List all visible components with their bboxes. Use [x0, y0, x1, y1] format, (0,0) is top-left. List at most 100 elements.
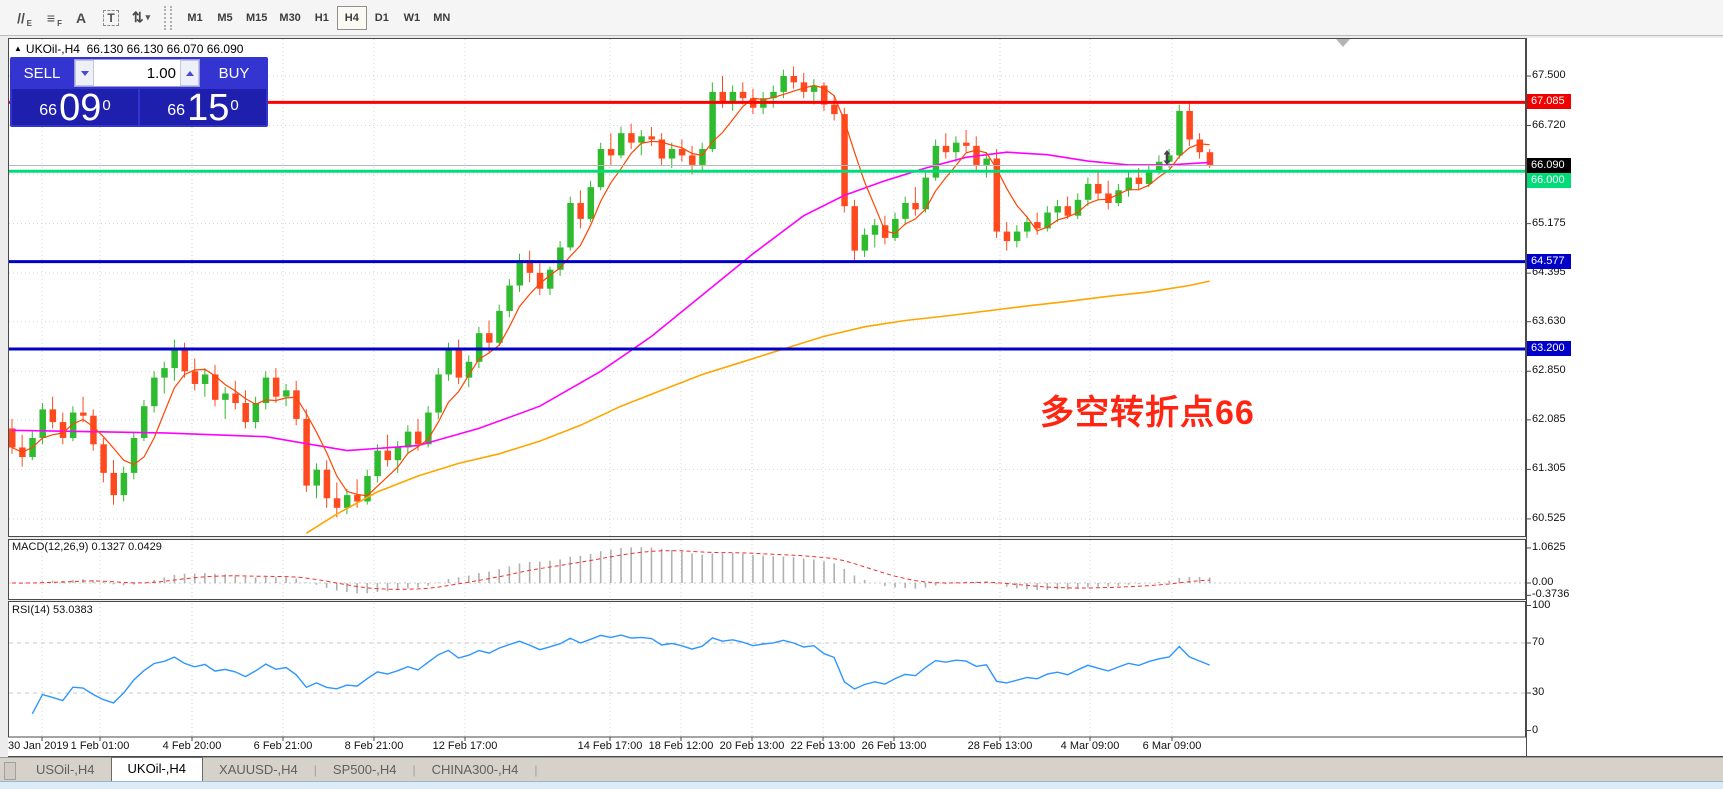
macd-signal-line [11, 550, 1210, 590]
price-chart-canvas[interactable] [0, 36, 1723, 757]
chart-shift-marker[interactable] [1336, 39, 1350, 47]
up-triangle-icon [185, 70, 194, 76]
ohlc-values: 66.130 66.130 66.070 66.090 [86, 42, 244, 56]
macd-axis-label: -0.3736 [1532, 588, 1570, 601]
time-axis-label: 4 Feb 20:00 [162, 740, 222, 752]
price-badge-64.577: 64.577 [1527, 253, 1571, 269]
tab-ukoil-h4[interactable]: UKOil-,H4 [110, 757, 204, 781]
bid-big: 09 [59, 87, 102, 129]
cursor-mode-tool-icon: ⇅ [131, 9, 144, 25]
timeframe-m15[interactable]: M15 [246, 11, 268, 24]
price-axis-label: 62.850 [1532, 364, 1566, 377]
tool-sub-letter: F [57, 18, 62, 28]
time-axis-label: 14 Feb 17:00 [577, 740, 643, 752]
volume-input[interactable] [94, 60, 180, 86]
down-triangle-icon [80, 70, 89, 76]
text-label-tool-icon: T [103, 9, 119, 26]
timeframe-h1[interactable]: H1 [314, 11, 329, 24]
time-axis-label: 1 Feb 01:00 [70, 740, 130, 752]
drawing-tools-group: //E ≡ F A T ⇅ ▾ [6, 5, 156, 31]
ask-pip: 0 [230, 97, 239, 114]
rsi-axis-label: 100 [1532, 598, 1551, 611]
symbol-name: UKOil-,H4 [25, 42, 80, 56]
time-axis-label: 20 Feb 13:00 [719, 740, 785, 752]
ma-slow-orange [305, 280, 1210, 534]
timeframe-m30[interactable]: M30 [279, 11, 301, 24]
price-axis-label: 61.305 [1532, 462, 1566, 475]
price-axis-label: 62.085 [1532, 412, 1566, 425]
tab-china300-h4[interactable]: CHINA300-,H4 [431, 762, 519, 777]
price-badge-67.085: 67.085 [1527, 94, 1571, 110]
volume-increase-button[interactable] [180, 60, 199, 86]
equidistant-channel-tool[interactable]: //E [6, 5, 36, 31]
macd-indicator-label: MACD(12,26,9) 0.1327 0.0429 [12, 541, 162, 553]
ma-mid-magenta [11, 151, 1210, 452]
ask-price-display[interactable]: 66 15 0 [140, 87, 266, 129]
ma-fast-red [11, 84, 1210, 497]
text-label-tool[interactable]: T [96, 5, 126, 31]
chart-annotation-text: 多空转折点66 [1040, 394, 1255, 432]
cursor-icon [1163, 150, 1171, 165]
time-axis-label: 22 Feb 13:00 [790, 740, 856, 752]
price-axis-label: 67.500 [1532, 69, 1566, 81]
time-axis-label: 28 Feb 13:00 [967, 740, 1033, 752]
rsi-axis-label: 70 [1532, 636, 1545, 648]
toolbar-separator [164, 5, 172, 30]
panel-borders [8, 38, 1723, 757]
candlesticks [9, 66, 1214, 518]
price-axis-label: 63.630 [1532, 314, 1566, 327]
bid-price-display[interactable]: 66 09 0 [12, 87, 138, 129]
timeframe-toolbar: M1 M5 M15 M30 H1 H4 D1 W1 MN [180, 5, 457, 30]
timeframe-m1[interactable]: M1 [187, 11, 203, 24]
tab-divider: | [534, 763, 538, 777]
ask-head: 66 [167, 102, 186, 119]
price-axis-label: 65.175 [1532, 216, 1566, 229]
price-badge-66.000: 66.000 [1527, 172, 1571, 188]
time-axis-label: 6 Mar 09:00 [1142, 740, 1202, 752]
fibonacci-retracement-tool-icon: ≡ [46, 9, 56, 26]
chart-title: ▲ UKOil-,H4 66.130 66.130 66.070 66.090 [14, 42, 243, 56]
tab-xauusd-h4[interactable]: XAUUSD-,H4 [219, 762, 298, 777]
timeframe-m5[interactable]: M5 [217, 11, 233, 24]
rsi-axis-label: 0 [1532, 723, 1539, 736]
price-badge-63.200: 63.200 [1527, 341, 1571, 357]
bid-head: 66 [39, 102, 58, 119]
timeframe-d1[interactable]: D1 [374, 11, 389, 24]
time-axis-label: 4 Mar 09:00 [1060, 740, 1120, 752]
arrow-tool-icon: A [75, 9, 87, 26]
timeframe-mn[interactable]: MN [433, 11, 451, 24]
chevron-down-icon[interactable]: ▾ [145, 12, 151, 22]
buy-button[interactable]: BUY [202, 59, 266, 87]
time-axis-label: 8 Feb 21:00 [344, 740, 404, 752]
equidistant-channel-tool-icon: // [17, 9, 25, 26]
chart-window: ▲ UKOil-,H4 66.130 66.130 66.070 66.090 S… [0, 36, 1723, 757]
price-axis-label: 66.720 [1532, 118, 1566, 131]
time-axis-label: 12 Feb 17:00 [432, 740, 498, 752]
chart-tabbar: USOil-,H4 UKOil-,H4 XAUUSD-,H4 | SP500-,H4 | C… [0, 757, 1723, 781]
arrow-tool[interactable]: A [66, 5, 96, 31]
tab-divider: | [313, 763, 317, 777]
tool-sub-letter: E [26, 18, 32, 28]
tab-usoil-h4[interactable]: USOil-,H4 [36, 762, 95, 777]
price-axis-label: 60.525 [1532, 511, 1566, 524]
price-badge-66.090: 66.090 [1527, 157, 1571, 173]
rsi-axis-label: 30 [1532, 686, 1545, 698]
volume-spinner [74, 59, 200, 87]
tab-sp500-h4[interactable]: SP500-,H4 [332, 762, 397, 777]
ask-big: 15 [187, 87, 230, 129]
status-bar [0, 781, 1723, 789]
cursor-mode-tool[interactable]: ⇅ ▾ [126, 5, 156, 31]
fibonacci-retracement-tool[interactable]: ≡ F [36, 5, 66, 31]
macd-histogram [21, 547, 1211, 594]
rsi-line [31, 634, 1210, 715]
sell-button[interactable]: SELL [12, 59, 72, 87]
macd-axis-label: 1.0625 [1532, 540, 1566, 553]
collapse-marker-icon: ▲ [14, 44, 22, 53]
timeframe-h4[interactable]: H4 [336, 5, 367, 30]
toolbar: //E ≡ F A T ⇅ ▾ M1 M5 M15 M30 H1 H4 D1 W1 MN [0, 0, 1723, 36]
tabbar-stub [4, 762, 16, 780]
volume-decrease-button[interactable] [75, 60, 94, 86]
timeframe-w1[interactable]: W1 [403, 11, 421, 24]
